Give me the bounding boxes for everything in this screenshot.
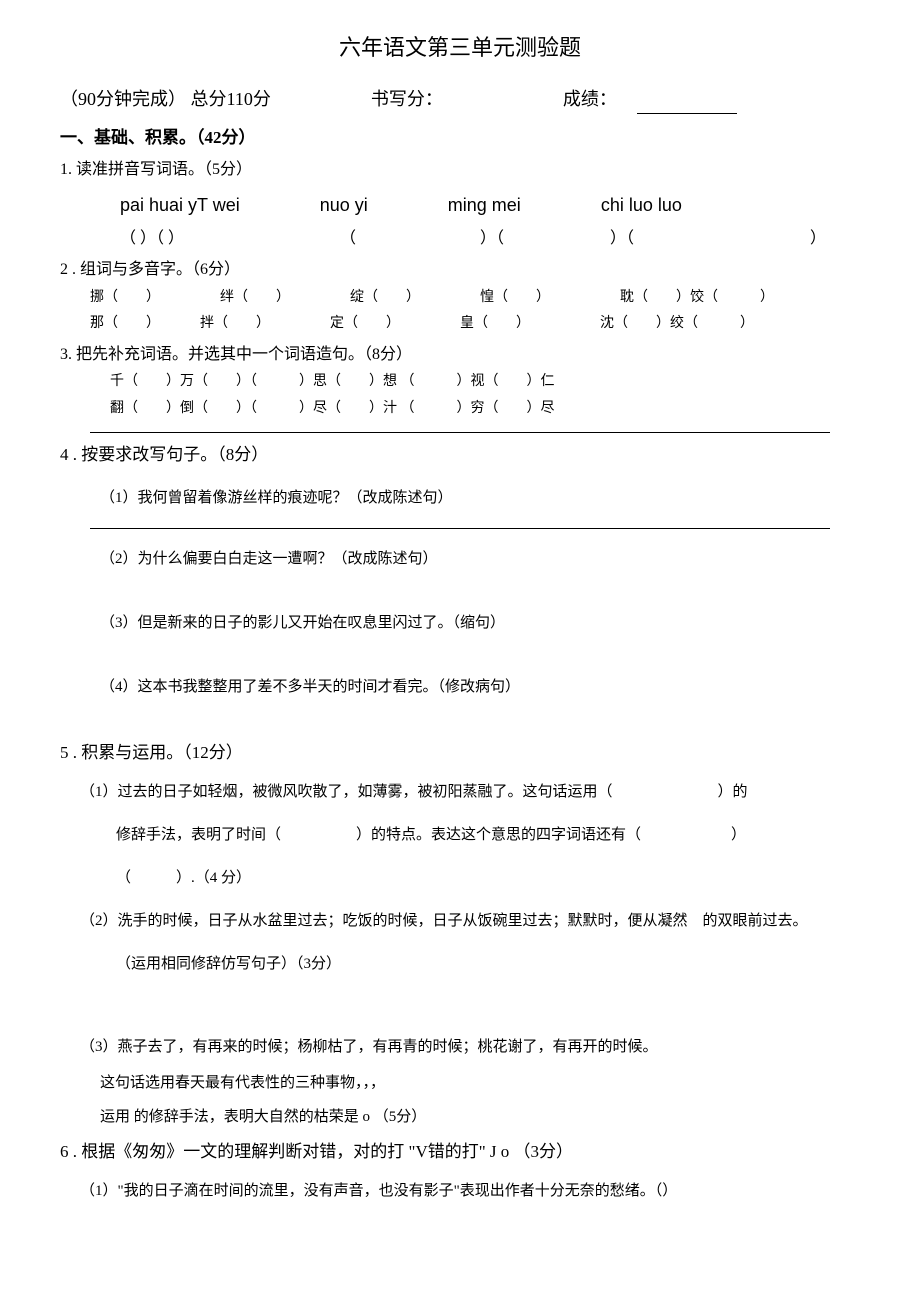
q6-item1: （1）"我的日子滴在时间的流里，没有声音，也没有影子"表现出作者十分无奈的愁绪。…: [60, 1175, 860, 1208]
q2-row1: 挪（ ） 绊（ ） 绽（ ） 惶（ ） 耽（ ）饺（ ）: [60, 287, 860, 309]
q4-item1: （1）我何曾留着像游丝样的痕迹呢？（改成陈述句）: [60, 486, 860, 510]
paren-2[interactable]: （: [340, 226, 480, 252]
paren-5[interactable]: ）: [810, 226, 826, 252]
q5-item2-l2: （运用相同修辞仿写句子）（3分）: [60, 948, 860, 981]
q4-item3: （3）但是新来的日子的影儿又开始在叹息里闪过了。（缩句）: [60, 611, 860, 635]
q5-item2-l1: （2）洗手的时候，日子从水盆里过去；吃饭的时候，日子从饭碗里过去；默默时，便从凝…: [60, 905, 860, 938]
q2-row2: 那（ ） 拌（ ） 定（ ） 皇（ ） 沈（ ）绞（ ）: [60, 313, 860, 335]
pinyin-4: chi luo luo: [601, 191, 682, 220]
q3-heading: 3. 把先补充词语。并选其中一个词语造句。（8分）: [60, 342, 860, 368]
pinyin-1: pai huai yT wei: [120, 191, 240, 220]
pinyin-3: ming mei: [448, 191, 521, 220]
q5-item1-l1: （1）过去的日子如轻烟，被微风吹散了，如薄雾，被初阳蒸融了。这句话运用（ ）的: [60, 776, 860, 809]
q4-item4: （4）这本书我整整用了差不多半天的时间才看完。（修改病句）: [60, 675, 860, 699]
exam-header: （90分钟完成） 总分110分 书写分： 成绩：: [60, 85, 860, 114]
q2-r1c2[interactable]: 绊（ ）: [220, 287, 350, 309]
paren-3[interactable]: ）（: [480, 226, 610, 252]
q1-heading: 1. 读准拼音写词语。（5分）: [60, 157, 860, 183]
q3-row2: 翻（ ）倒（ ）（ ）尽（ ）汁 （ ）穷（ ）尽: [60, 398, 860, 420]
score-label: 成绩：: [563, 85, 617, 114]
q5-item1-l3: （ ）.（4 分）: [60, 862, 860, 895]
q2-r2c2[interactable]: 拌（ ）: [200, 313, 330, 335]
q2-r2c5[interactable]: 沈（ ）绞（ ）: [600, 313, 754, 335]
q5-item3-l2: 这句话选用春天最有代表性的三种事物，，，: [60, 1068, 860, 1098]
pinyin-2: nuo yi: [320, 191, 368, 220]
paren-1[interactable]: （ ）（ ）: [120, 226, 340, 252]
q3-row1: 千（ ）万（ ）（ ）思（ ）想 （ ）视（ ）仁: [60, 371, 860, 393]
paren-4[interactable]: ）（: [610, 226, 810, 252]
divider-2: [90, 528, 830, 529]
q5-item1-l2: 修辞手法，表明了时间（ ）的特点。表达这个意思的四字词语还有（ ）: [60, 819, 860, 852]
q4-item2: （2）为什么偏要白白走这一遭啊？（改成陈述句）: [60, 547, 860, 571]
exam-title: 六年语文第三单元测验题: [60, 30, 860, 65]
section1-heading: 一、基础、积累。（42分）: [60, 124, 860, 151]
q2-r1c4[interactable]: 惶（ ）: [480, 287, 620, 309]
q2-r1c3[interactable]: 绽（ ）: [350, 287, 480, 309]
q5-heading: 5 . 积累与运用。（12分）: [60, 739, 860, 766]
q2-r2c4[interactable]: 皇（ ）: [460, 313, 600, 335]
writing-score-label: 书写分：: [371, 85, 443, 114]
q3-r2[interactable]: 翻（ ）倒（ ）（ ）尽（ ）汁 （ ）穷（ ）尽: [110, 398, 340, 420]
q2-r2c3[interactable]: 定（ ）: [330, 313, 460, 335]
answer-parens-row: （ ）（ ） （ ）（ ）（ ）: [60, 226, 860, 252]
q6-heading: 6 . 根据《匆匆》一文的理解判断对错，对的打 "V错的打" J o （3分）: [60, 1138, 860, 1165]
score-blank[interactable]: [637, 85, 737, 114]
pinyin-row: pai huai yT wei nuo yi ming mei chi luo …: [60, 191, 860, 220]
q2-heading: 2 . 组词与多音字。（6分）: [60, 257, 860, 283]
time-total-label: （90分钟完成） 总分110分: [60, 85, 271, 114]
q3-r1[interactable]: 千（ ）万（ ）（ ）思（ ）想 （ ）视（ ）仁: [110, 371, 340, 393]
q2-r1c1[interactable]: 挪（ ）: [90, 287, 220, 309]
divider-1: [90, 432, 830, 433]
q5-item3-l3: 运用 的修辞手法，表明大自然的枯荣是 o （5分）: [60, 1102, 860, 1132]
q2-r1c5[interactable]: 耽（ ）饺（ ）: [620, 287, 774, 309]
q5-item3-l1: （3）燕子去了，有再来的时候；杨柳枯了，有再青的时候；桃花谢了，有再开的时候。: [60, 1031, 860, 1064]
q2-r2c1[interactable]: 那（ ）: [70, 313, 200, 335]
q4-heading: 4 . 按要求改写句子。（8分）: [60, 441, 860, 468]
